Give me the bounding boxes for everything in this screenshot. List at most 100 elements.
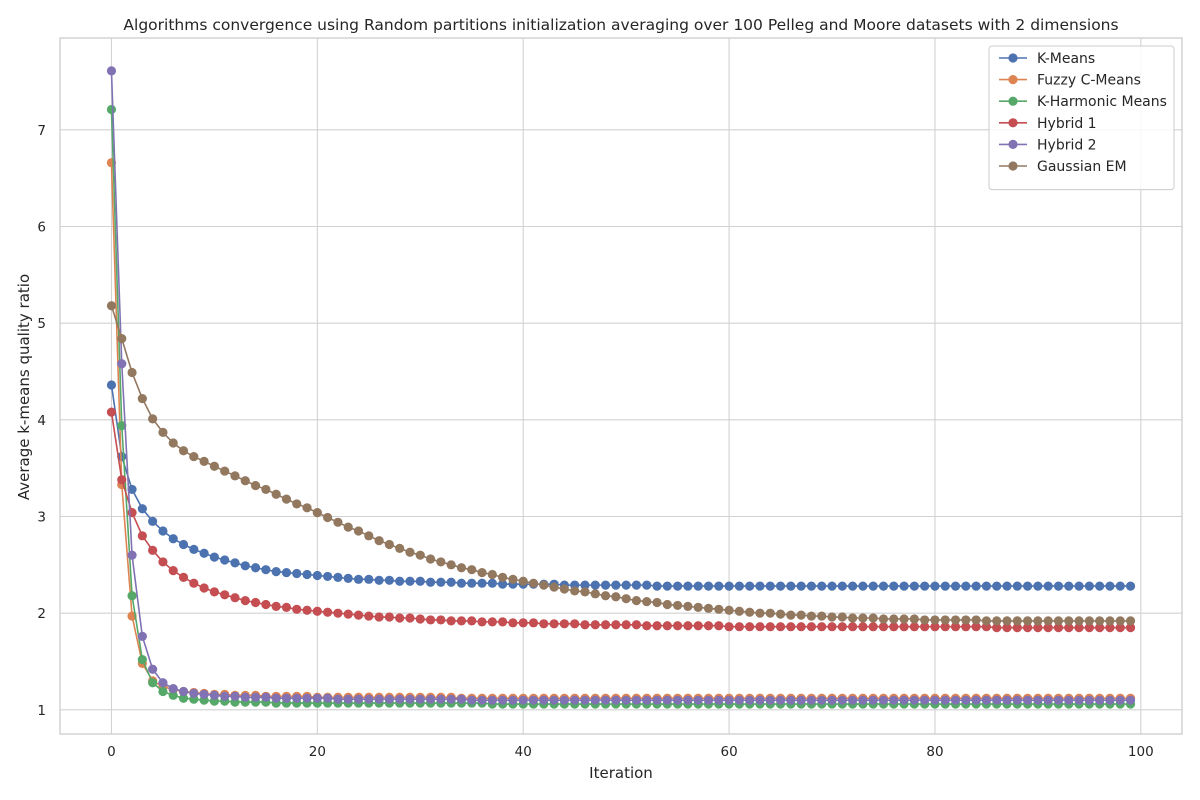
data-point	[971, 695, 981, 705]
data-point	[508, 695, 518, 705]
data-point	[209, 552, 219, 562]
data-point	[930, 695, 940, 705]
data-point	[1125, 581, 1136, 591]
data-point	[775, 695, 786, 705]
data-point	[817, 581, 827, 591]
data-point	[281, 693, 292, 703]
legend-marker	[1008, 96, 1018, 106]
data-point	[806, 622, 817, 632]
data-point	[189, 688, 199, 699]
data-point	[673, 695, 683, 705]
data-point	[920, 615, 930, 625]
y-axis-label: Average k-means quality ratio	[15, 274, 33, 500]
data-point	[199, 583, 209, 593]
y-tick-label: 5	[37, 316, 46, 332]
data-point	[1043, 616, 1053, 626]
series-line	[110, 411, 1131, 629]
data-point	[148, 516, 158, 526]
data-point	[364, 574, 374, 584]
data-point	[487, 617, 497, 627]
data-point	[405, 547, 415, 557]
data-point	[1074, 623, 1084, 633]
x-tick-label: 80	[926, 744, 943, 760]
series-line	[110, 162, 1131, 700]
data-point	[611, 580, 621, 590]
data-point	[559, 619, 569, 629]
data-point	[230, 558, 240, 568]
data-point	[518, 695, 528, 705]
data-point	[611, 592, 621, 602]
data-point	[806, 611, 817, 621]
data-point	[467, 578, 477, 588]
data-point	[1084, 616, 1094, 626]
data-point	[178, 446, 189, 456]
legend-marker	[1008, 139, 1018, 149]
data-point	[992, 695, 1002, 705]
data-point	[1002, 623, 1012, 633]
data-point	[137, 504, 147, 514]
x-axis-label: Iteration	[589, 764, 653, 782]
data-point	[848, 695, 858, 705]
y-tick-label: 1	[37, 703, 46, 719]
chart-title: Algorithms convergence using Random part…	[123, 16, 1118, 34]
data-point	[137, 654, 147, 665]
data-point	[940, 581, 950, 591]
data-point	[168, 438, 178, 448]
data-point	[240, 692, 250, 702]
data-point	[281, 494, 292, 504]
data-point	[230, 691, 240, 701]
data-point	[745, 695, 755, 705]
data-point	[971, 615, 981, 625]
data-point	[415, 576, 425, 586]
data-point	[1074, 581, 1084, 591]
series-line	[110, 305, 1131, 622]
legend-label: Hybrid 2	[1037, 137, 1097, 153]
data-point	[415, 694, 425, 704]
data-point	[950, 622, 961, 632]
data-point	[930, 622, 940, 632]
legend-label: Fuzzy C-Means	[1037, 73, 1141, 89]
data-point	[106, 66, 117, 76]
data-point	[600, 695, 611, 705]
data-point	[1033, 581, 1043, 591]
data-point	[652, 597, 662, 608]
series-k-harmonic-means	[106, 104, 1136, 709]
data-point	[106, 407, 117, 417]
data-point	[539, 619, 549, 629]
data-point	[467, 565, 477, 575]
data-point	[642, 621, 652, 631]
data-point	[209, 461, 219, 471]
data-point	[1023, 581, 1033, 591]
legend-marker	[1008, 118, 1018, 128]
data-point	[683, 621, 693, 631]
data-point	[570, 586, 580, 596]
data-point	[837, 622, 847, 632]
data-point	[837, 581, 847, 591]
data-point	[1064, 581, 1074, 591]
data-point	[590, 695, 600, 705]
data-point	[961, 615, 971, 625]
data-point	[1023, 616, 1033, 626]
data-point	[302, 569, 312, 580]
data-point	[858, 581, 868, 591]
data-point	[148, 414, 158, 424]
data-point	[909, 622, 919, 632]
data-point	[446, 616, 456, 626]
data-point	[662, 599, 672, 610]
data-point	[920, 581, 930, 591]
data-point	[168, 690, 178, 700]
data-point	[137, 631, 147, 641]
data-point	[755, 622, 765, 632]
data-point	[559, 695, 569, 705]
data-point	[703, 603, 714, 613]
data-point	[261, 599, 271, 610]
data-point	[734, 606, 744, 616]
data-point	[662, 581, 672, 591]
data-point	[570, 695, 580, 705]
data-point	[508, 574, 518, 584]
data-point	[467, 695, 477, 705]
data-point	[1115, 616, 1125, 626]
data-point	[961, 581, 971, 591]
data-point	[961, 622, 971, 632]
data-point	[137, 531, 147, 541]
